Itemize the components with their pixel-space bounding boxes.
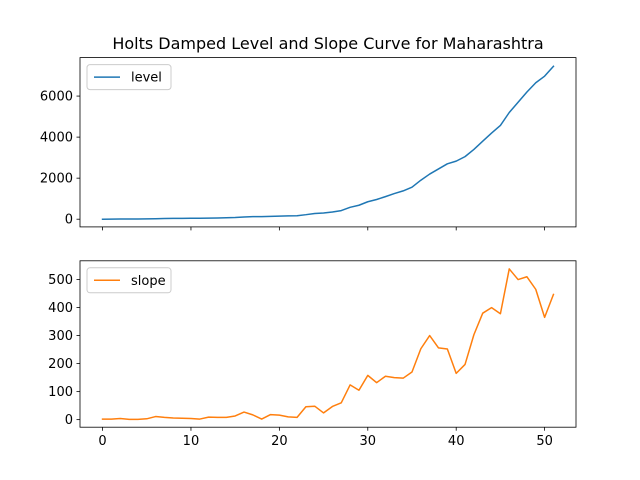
x-tick-label: 0 <box>98 434 106 449</box>
legend: slope <box>86 267 172 294</box>
y-tick-label: 300 <box>48 329 73 344</box>
y-tick-label: 0 <box>65 413 73 428</box>
legend-box <box>86 64 172 91</box>
level-panel: 0 2000 4000 6000 level <box>40 57 577 231</box>
axes-frame <box>79 57 577 228</box>
legend-box <box>86 267 172 294</box>
x-tick-label: 20 <box>271 434 288 449</box>
chart-title: Holts Damped Level and Slope Curve for M… <box>112 34 543 53</box>
legend-label-level: level <box>131 71 162 86</box>
y-tick-label: 6000 <box>40 90 73 105</box>
x-tick-label: 50 <box>536 434 553 449</box>
series-line-level <box>101 65 555 220</box>
x-tick-label: 30 <box>360 434 377 449</box>
y-tick-label: 4000 <box>40 131 73 146</box>
legend: level <box>86 64 172 91</box>
y-tick-label: 200 <box>48 357 73 372</box>
series-line-slope <box>101 268 555 421</box>
y-tick-label: 0 <box>65 213 73 228</box>
axes-frame <box>79 260 577 428</box>
y-tick-label: 500 <box>48 273 73 288</box>
x-tick-label: 40 <box>448 434 465 449</box>
x-tick-label: 10 <box>183 434 200 449</box>
y-tick-label: 400 <box>48 301 73 316</box>
legend-label-slope: slope <box>131 274 166 289</box>
y-tick-label: 2000 <box>40 172 73 187</box>
y-tick-label: 100 <box>48 385 73 400</box>
